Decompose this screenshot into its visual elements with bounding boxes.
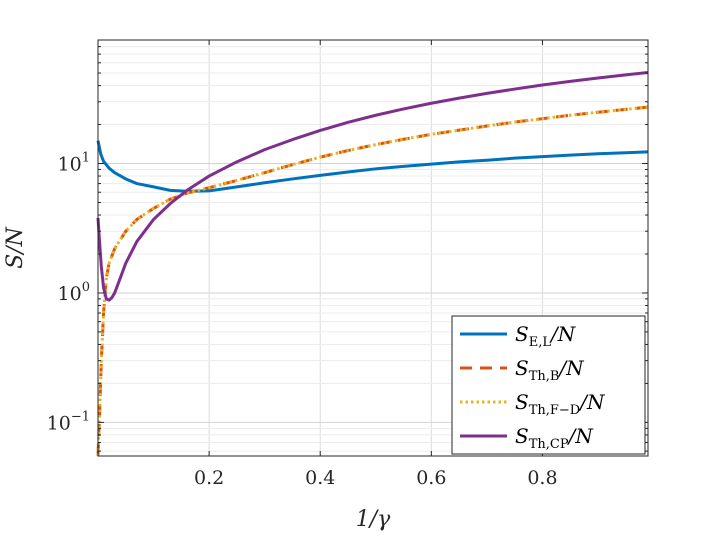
axis-ticks: 0.2 0.4 0.6 0.8 10−1 100 101 bbox=[47, 39, 648, 489]
legend-label-3: STh,F−D/N bbox=[515, 390, 606, 418]
legend-label-4: STh,CP/N bbox=[515, 424, 594, 452]
legend-label-2: STh,B/N bbox=[515, 356, 585, 384]
legend-label-1: SE,L/N bbox=[515, 322, 577, 350]
x-tick-label: 0.8 bbox=[527, 467, 557, 489]
series-line-1 bbox=[96, 140, 649, 193]
y-tick-label: 101 bbox=[58, 151, 90, 176]
legend-box bbox=[451, 315, 646, 455]
x-tick-label: 0.6 bbox=[416, 467, 446, 489]
y-tick-label: 100 bbox=[58, 280, 90, 305]
plot-frame bbox=[97, 39, 649, 457]
x-tick-label: 0.4 bbox=[305, 467, 335, 489]
y-tick-label: 10−1 bbox=[47, 409, 90, 434]
x-axis-label: 1/γ bbox=[356, 507, 391, 532]
series-line-3 bbox=[96, 105, 649, 457]
series-layer bbox=[96, 70, 649, 457]
x-tick-label: 0.2 bbox=[194, 467, 224, 489]
series-line-4 bbox=[96, 70, 649, 302]
y-axis-label: S/N bbox=[3, 226, 28, 268]
legend: SE,L/N STh,B/N STh,F−D/N STh,CP/N bbox=[451, 315, 646, 455]
